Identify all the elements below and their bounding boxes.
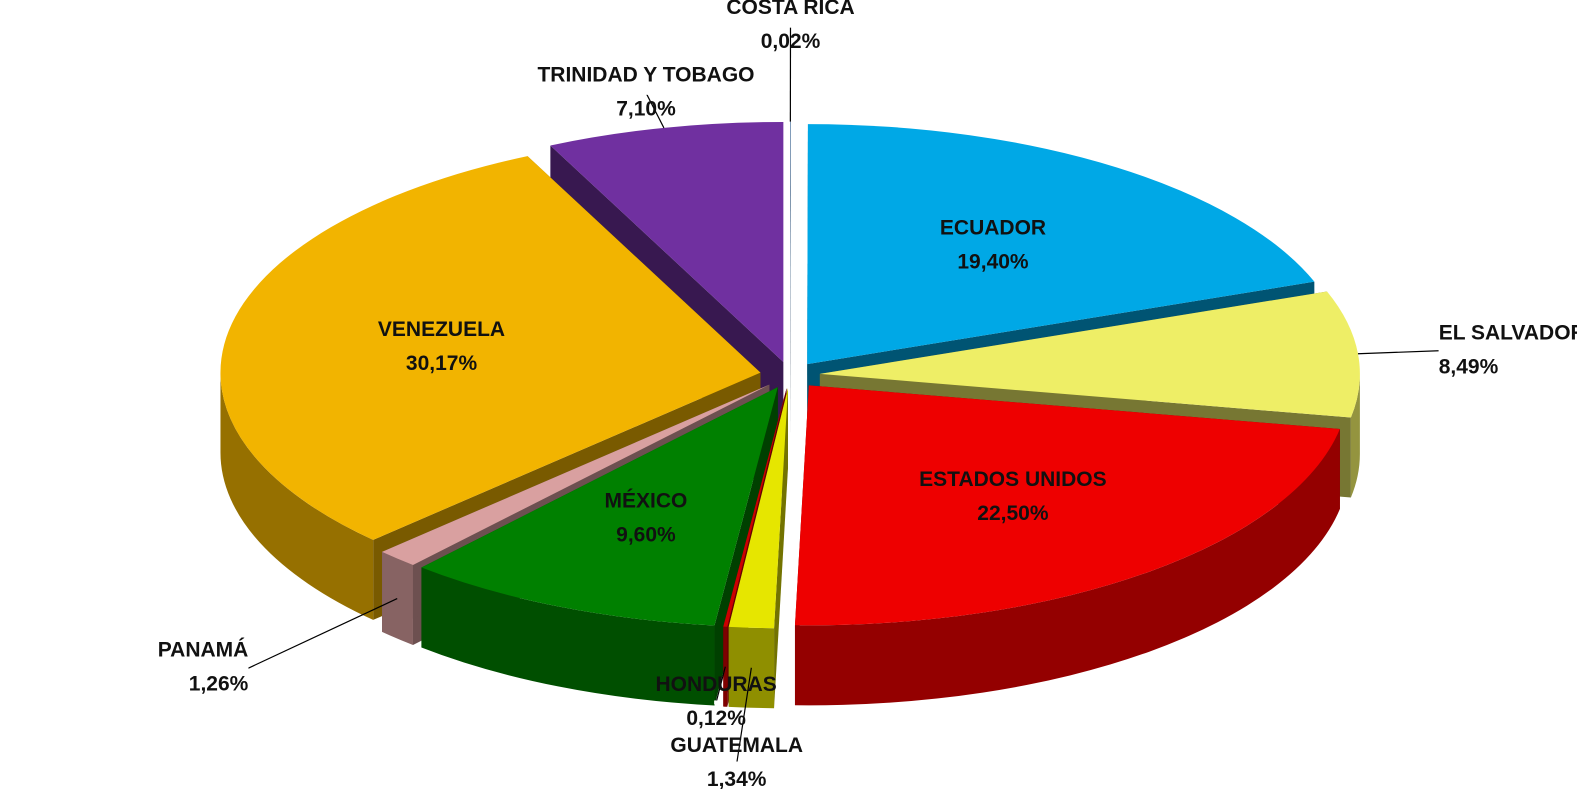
slice-label: COSTA RICA (726, 0, 854, 19)
leader-line (645, 92, 665, 129)
label-bg (714, 700, 719, 705)
label-bg (643, 90, 648, 95)
slice-side (421, 567, 715, 706)
value-label: 8,49% (1439, 355, 1499, 378)
slice (220, 156, 761, 540)
slice (819, 291, 1360, 418)
value-label: 19,40% (957, 251, 1029, 274)
slice-label: TRINIDAD Y TOBAGO (537, 63, 754, 86)
slice-label: GUATEMALA (670, 734, 803, 757)
value-label: 1,26% (189, 673, 249, 696)
value-label: 0,02% (761, 30, 821, 53)
slice-label: VENEZUELA (378, 318, 505, 341)
slice (728, 388, 788, 629)
slice-side (1350, 373, 1360, 498)
slice (382, 384, 770, 565)
label-bg (1438, 348, 1443, 353)
leader-line (715, 666, 726, 703)
value-label: 7,10% (616, 97, 676, 120)
slice-label: EL SALVADOR (1439, 321, 1577, 344)
slice (550, 122, 784, 362)
slice-side (728, 626, 775, 709)
slice (723, 388, 787, 627)
slice-label: PANAMÁ (158, 639, 249, 662)
value-label: 9,60% (616, 523, 676, 546)
slice-side (790, 121, 791, 442)
label-bg (788, 23, 793, 28)
slice-label: HONDURAS (655, 673, 776, 696)
slice (790, 121, 791, 362)
value-label: 22,50% (977, 502, 1049, 525)
slice-label: ECUADOR (940, 217, 1046, 240)
slice-side (723, 626, 728, 707)
leader-line (248, 598, 398, 669)
slice-side (382, 551, 413, 645)
label-bg (244, 666, 249, 671)
slice-label: ESTADOS UNIDOS (919, 468, 1106, 491)
slice (807, 124, 1315, 365)
slice-side (220, 372, 374, 620)
slice-side (794, 429, 1340, 706)
leader-line (736, 667, 752, 764)
value-label: 0,12% (686, 707, 746, 730)
slice (794, 385, 1340, 626)
leader-line (1357, 350, 1439, 355)
value-label: 30,17% (406, 352, 478, 375)
slice-label: MÉXICO (605, 489, 688, 512)
value-label: 1,34% (707, 768, 767, 789)
label-bg (734, 761, 739, 766)
slice (421, 387, 778, 626)
